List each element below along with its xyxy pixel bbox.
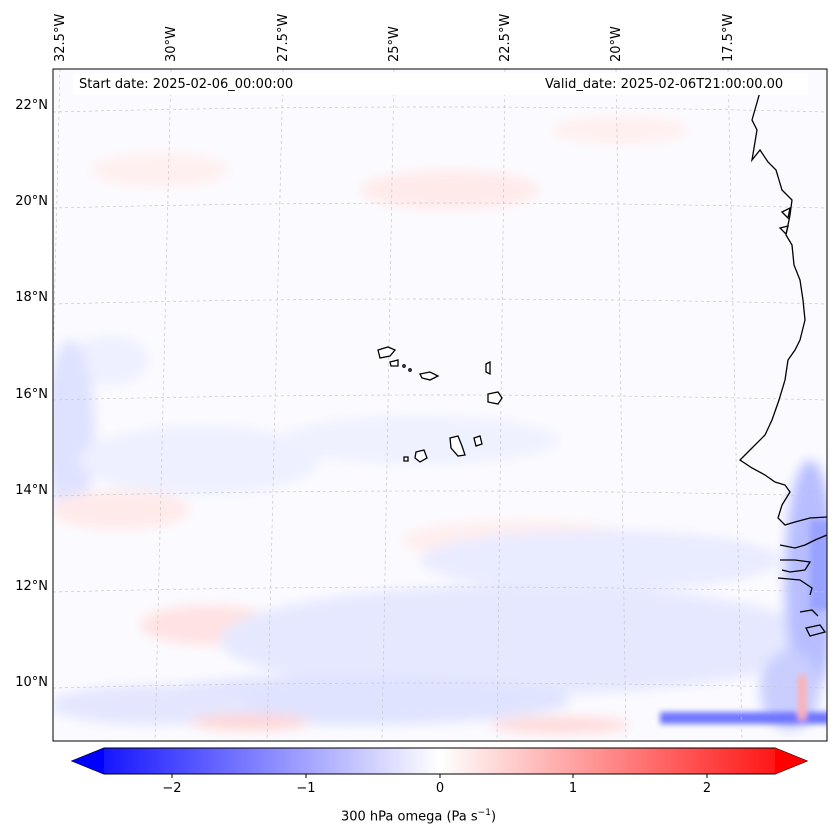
lat-label: 10°N	[15, 675, 48, 690]
colorbar-max-extend	[775, 748, 807, 774]
colorbar-body	[70, 747, 809, 775]
colorbar-tick: −2	[162, 781, 182, 796]
colorbar-unit-exponent: −1	[477, 808, 491, 818]
coastline	[738, 91, 827, 637]
colorbar-unit-close: )	[490, 809, 497, 825]
lat-label: 14°N	[15, 483, 48, 498]
colorbar-variable: 300 hPa omega (Pa s	[340, 809, 478, 825]
colorbar-tick: 1	[568, 781, 578, 796]
colorbar-label: 300 hPa omega (Pa s−1)	[0, 808, 837, 824]
colorbar	[70, 747, 809, 778]
colorbar-min-extend	[72, 748, 104, 774]
lat-label: 20°N	[15, 194, 48, 209]
colorbar-tick: 0	[435, 781, 445, 796]
start-date: Start date: 2025-02-06_00:00:00	[79, 77, 294, 92]
graticule	[53, 69, 827, 741]
lat-label: 18°N	[15, 290, 48, 305]
omega-contours	[53, 115, 827, 733]
valid-date: Valid_date: 2025-02-06T21:00:00.00	[545, 77, 784, 92]
islands	[377, 346, 503, 463]
colorbar-tick: −1	[296, 781, 316, 796]
lat-label: 12°N	[15, 579, 48, 594]
lat-label: 22°N	[15, 98, 48, 113]
colorbar-tick: 2	[702, 781, 712, 796]
lat-label: 16°N	[15, 387, 48, 402]
